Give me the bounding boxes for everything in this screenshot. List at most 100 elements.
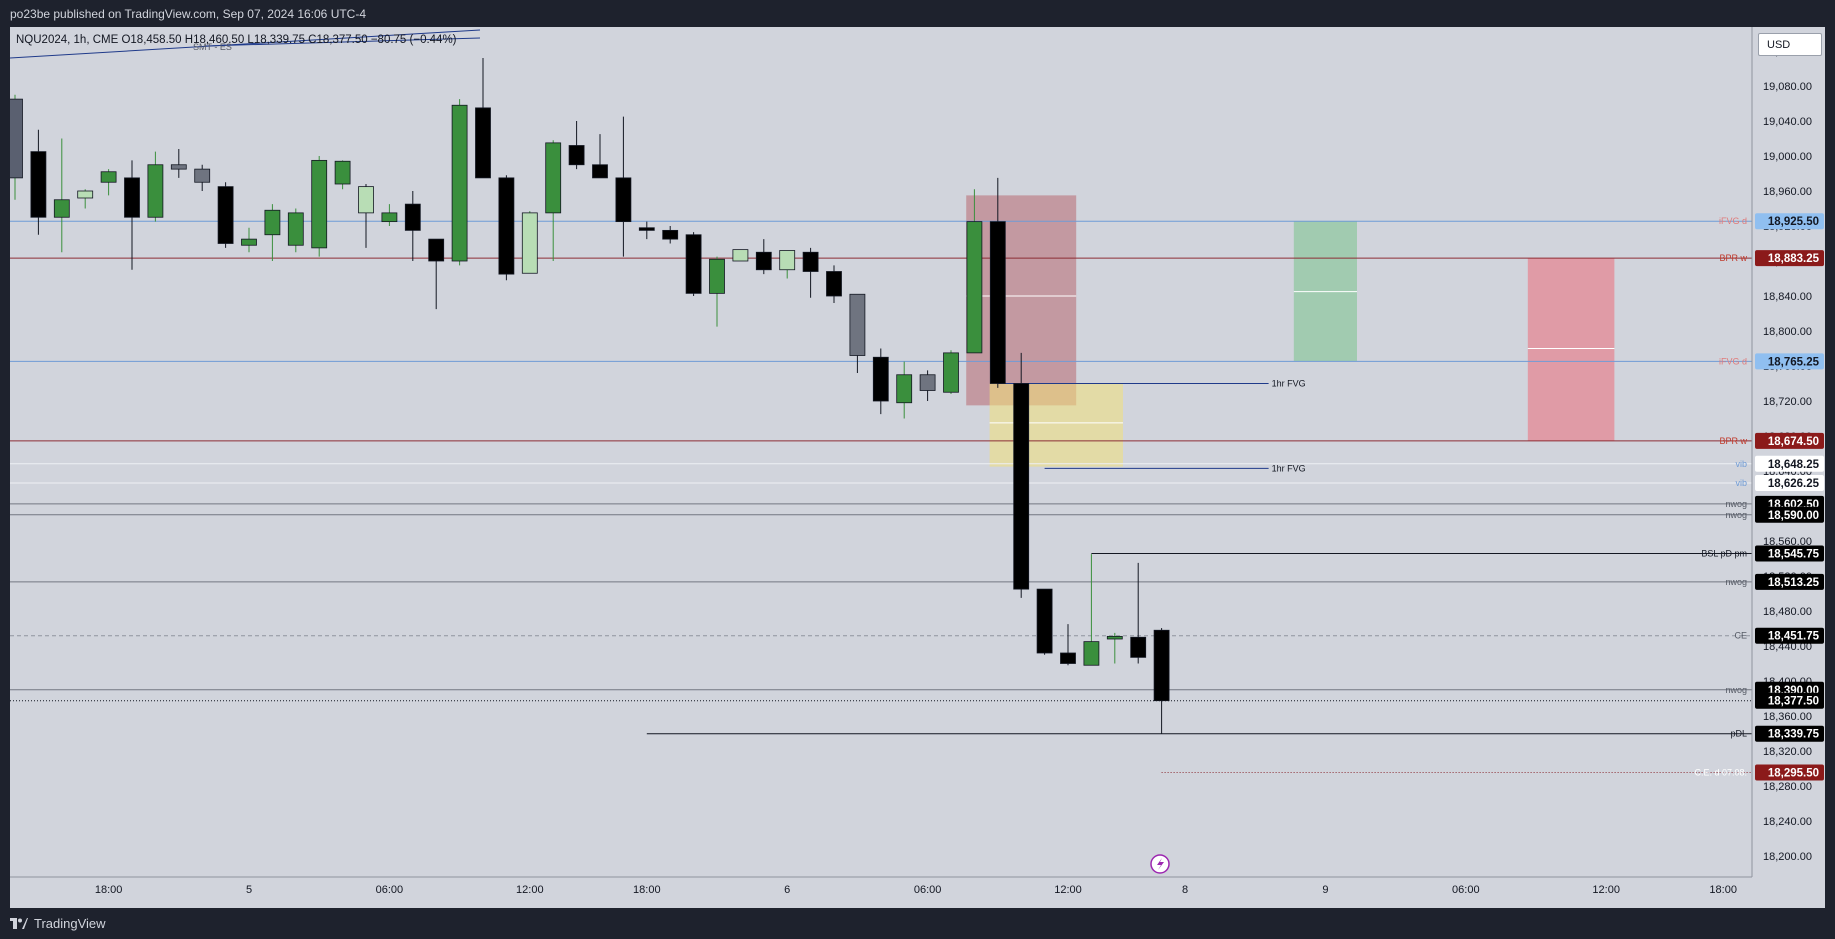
price-tag-7: 18,590.00 [1768,510,1819,522]
price-tag-bg-5 [1755,475,1824,492]
price-tag-bg-13 [1755,725,1824,742]
candle-body-39 [919,374,936,391]
price-tag-bg-12 [1755,692,1824,709]
fvg-label-0: 1hr FVG [1272,379,1306,389]
candle-body-11 [264,209,281,236]
candle-body-0 [10,98,23,179]
level-label-9: nwog [1725,577,1747,587]
candle-body-29 [685,234,702,294]
candle-body-12 [287,212,304,246]
price-tag-bg-7 [1755,506,1824,523]
price-tag-3: 18,674.50 [1768,436,1819,448]
price-tag-bg-8 [1755,545,1824,562]
level-label-10: CE [1734,631,1747,641]
candle-body-13 [311,159,328,249]
candle-body-25 [592,164,608,179]
level-label-3: BPR w [1719,436,1747,446]
candle-body-36 [849,293,866,356]
time-tick-5: 6 [784,884,790,896]
price-tag-8: 18,545.75 [1768,548,1820,560]
price-tag-bg-2 [1755,353,1824,370]
candle-body-3 [77,190,94,199]
candle-body-32 [755,251,772,271]
price-tick-3: 19,000.00 [1763,151,1812,163]
candle-body-15 [358,186,374,214]
candle-body-35 [826,271,842,297]
price-tag-bg-0 [1755,213,1824,230]
price-tag-5: 18,626.25 [1768,478,1820,490]
price-tag-9: 18,513.25 [1768,577,1820,589]
time-tick-4: 18:00 [633,884,661,896]
price-tag-1: 18,883.25 [1768,253,1820,265]
time-tick-6: 06:00 [914,884,942,896]
candle-body-48 [1130,636,1147,658]
candle-body-41 [966,221,983,354]
yellow-zone [989,383,1123,467]
tradingview-logo-icon [10,918,28,929]
candle-body-28 [662,229,679,240]
price-tag-bg-3 [1755,432,1824,449]
price-tick-7: 18,840.00 [1763,291,1812,303]
price-tick-19: 18,360.00 [1763,711,1812,723]
tradingview-logo-text: TradingView [34,916,106,931]
price-tag-bg-1 [1755,250,1824,267]
candle-body-33 [779,250,796,271]
time-tick-0: 18:00 [95,884,123,896]
price-tag-14: 18,295.50 [1768,767,1819,779]
price-tick-8: 18,800.00 [1763,326,1812,338]
level-label-7: nwog [1725,510,1747,520]
time-tick-3: 12:00 [516,884,544,896]
price-tag-bg-9 [1755,573,1824,590]
level-label-5: vib [1735,478,1747,488]
candle-body-8 [194,168,211,183]
candle-body-30 [709,258,725,294]
time-tick-1: 5 [246,884,252,896]
price-tick-23: 18,200.00 [1763,851,1812,863]
price-tick-10: 18,720.00 [1763,396,1812,408]
price-tag-12: 18,377.50 [1768,696,1819,708]
candle-body-22 [521,212,538,274]
level-label-11: nwog [1725,685,1747,695]
candle-body-37 [872,356,889,402]
candle-body-49 [1153,629,1170,702]
candle-body-1 [30,151,47,218]
price-tick-17: 18,440.00 [1763,641,1812,653]
candle-body-21 [498,177,515,275]
candle-body-16 [381,212,398,223]
time-tick-9: 9 [1322,884,1328,896]
candle-body-40 [943,352,959,393]
candle-body-46 [1083,641,1100,666]
price-tag-bg-10 [1755,627,1824,644]
legend-text: NQU2024, 1h, CME O18,458.50 H18,460.50 L… [16,34,457,46]
smt-line [10,29,481,59]
price-tick-1: 19,080.00 [1763,81,1812,93]
tradingview-logo[interactable]: TradingView [10,916,106,931]
pink-zone [1527,258,1615,441]
level-label-6: nwog [1725,499,1747,509]
time-tick-11: 12:00 [1592,884,1620,896]
price-tag-bg-4 [1755,455,1824,472]
candle-body-20 [475,107,491,179]
candle-body-34 [802,251,819,272]
time-tick-2: 06:00 [376,884,404,896]
smt-line-2 [204,37,481,47]
candle-body-43 [1013,383,1030,590]
candle-body-14 [334,160,351,185]
time-tick-7: 12:00 [1054,884,1082,896]
price-tick-16: 18,480.00 [1763,606,1812,618]
price-tag-13: 18,339.75 [1768,729,1820,741]
price-tick-20: 18,320.00 [1763,746,1812,758]
candle-body-6 [147,164,164,218]
level-label-2: iFVG d [1719,356,1747,366]
candle-body-4 [100,171,117,183]
publish-header: po23be published on TradingView.com, Sep… [0,0,1835,27]
candle-body-17 [404,203,421,231]
lightning-icon [1157,858,1164,870]
candle-body-44 [1036,588,1053,654]
footer-bar [0,908,1835,939]
price-tick-14: 18,560.00 [1763,536,1812,548]
symbol-legend: NQU2024, 1h, CME O18,458.50 H18,460.50 L… [16,34,457,46]
level-label-4: vib [1735,459,1747,469]
currency-button[interactable]: USD [1758,33,1822,56]
